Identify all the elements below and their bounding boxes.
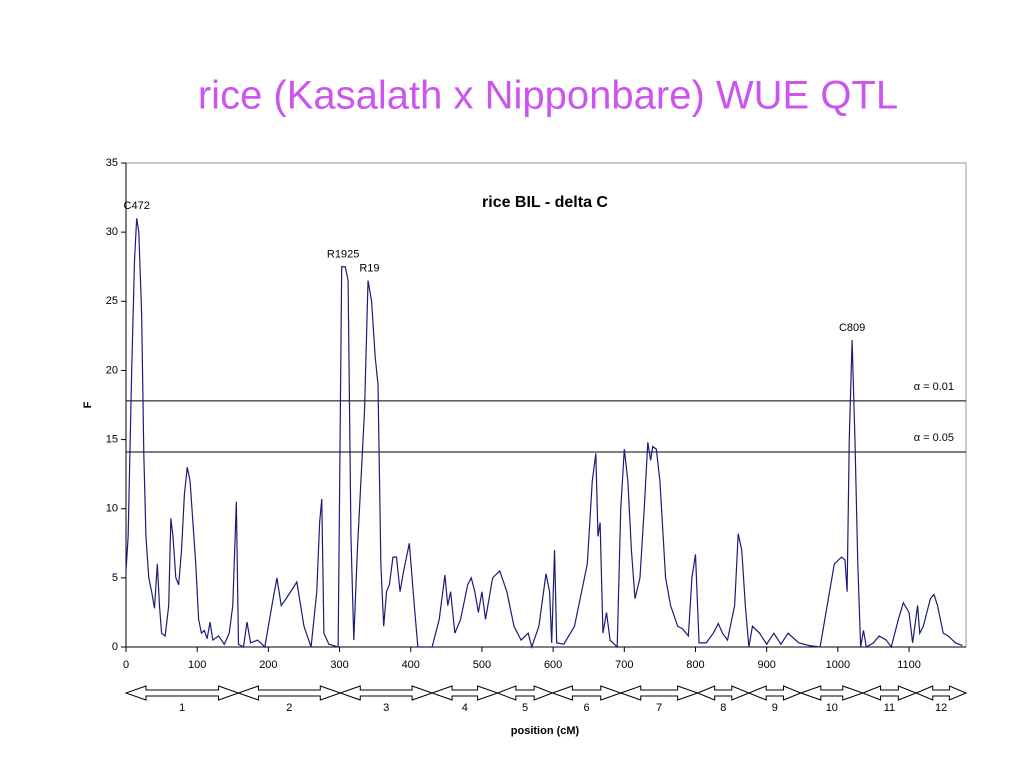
chromosome-arrow [236,685,342,701]
y-tick-label: 25 [106,295,118,307]
chromosome-arrow [430,685,500,701]
y-tick-label: 10 [106,503,118,515]
line [125,218,963,650]
chromosome-arrow [799,685,865,701]
chromosome-label: 8 [720,702,726,714]
x-tick-label: 400 [402,659,420,671]
chromosome-arrow [124,685,240,701]
threshold-label: α = 0.01 [914,381,954,393]
chromosome-label: 9 [772,702,778,714]
x-tick-label: 1000 [826,659,850,671]
chromosome-label: 3 [383,702,389,714]
x-tick-label: 0 [123,659,129,671]
chromosome-arrow [496,685,554,701]
chromosome-arrow [338,685,434,701]
y-tick-label: 5 [112,572,118,584]
x-tick-label: 1100 [897,659,921,671]
y-axis-label: F [82,401,94,408]
chromosome-arrow [550,685,623,701]
x-tick-label: 100 [188,659,206,671]
slide-title: rice (Kasalath x Nipponbare) WUE QTL [198,74,898,118]
y-tick-label: 20 [106,364,118,376]
chromosome-label: 1 [179,702,185,714]
chromosome-label: 11 [884,702,895,714]
peak-label: R1925 [327,249,359,261]
peak-label: C472 [124,200,150,212]
x-tick-label: 700 [615,659,633,671]
chromosome-label: 12 [935,702,947,714]
y-tick-label: 30 [106,226,118,238]
chromosome-arrow [914,685,968,701]
chromosome-arrow [747,685,803,701]
chromosome-arrow [861,685,918,701]
chromosome-label: 4 [462,702,468,714]
x-tick-label: 800 [686,659,704,671]
chromosome-arrow [696,685,751,701]
chromosome-label: 7 [656,702,662,714]
chromosome-label: 5 [522,702,528,714]
x-axis-label: position (cM) [511,725,580,737]
peak-label: C809 [839,322,865,334]
y-tick-label: 15 [106,433,118,445]
y-tick-label: 35 [106,157,118,169]
chromosome-label: 6 [584,702,590,714]
threshold-label: α = 0.05 [914,432,954,444]
x-tick-label: 200 [259,659,277,671]
chromosome-label: 10 [826,702,838,714]
x-tick-label: 900 [757,659,775,671]
chromosome-arrow [619,685,700,701]
peak-label: R19 [359,262,379,274]
y-tick-label: 0 [112,641,118,653]
chromosome-label: 2 [286,702,292,714]
x-tick-label: 300 [330,659,348,671]
x-tick-label: 600 [544,659,562,671]
chart-title: rice BIL - delta C [482,194,608,211]
x-tick-label: 500 [473,659,491,671]
